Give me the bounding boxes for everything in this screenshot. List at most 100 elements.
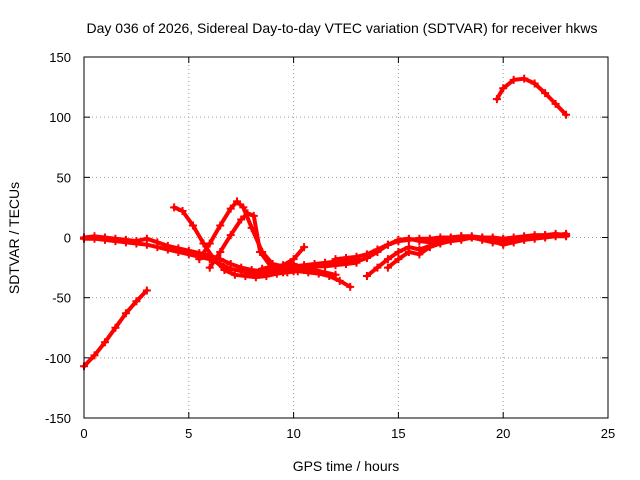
data-point [111, 234, 120, 243]
data-point [404, 247, 413, 256]
data-point [446, 237, 455, 246]
data-point [247, 269, 256, 278]
data-point [383, 255, 392, 264]
data-point [373, 263, 382, 272]
data-point [195, 255, 204, 264]
data-point [425, 243, 434, 252]
data-point [404, 234, 413, 243]
x-tick-label: 5 [185, 426, 192, 441]
y-tick-label: 150 [49, 50, 71, 65]
data-point [394, 235, 403, 244]
data-point [90, 232, 99, 241]
data-point [279, 261, 288, 270]
data-point [394, 255, 403, 264]
data-point [541, 89, 550, 98]
data-point [233, 197, 242, 206]
data-point [153, 238, 162, 247]
data-point [188, 221, 197, 230]
data-point [111, 323, 120, 332]
data-point [331, 270, 340, 279]
data-point [205, 239, 214, 248]
series-track-h [247, 243, 309, 278]
data-point [142, 286, 151, 295]
data-point [170, 203, 179, 212]
data-point [216, 221, 225, 230]
data-point [530, 79, 539, 88]
data-point [226, 204, 235, 213]
data-point [342, 259, 350, 268]
data-point [268, 262, 277, 271]
data-point [436, 239, 445, 248]
data-point [331, 255, 340, 264]
data-point [541, 232, 550, 241]
data-point [362, 272, 371, 281]
y-axis-label: SDTVAR / TECUs [6, 182, 22, 294]
data-point [415, 250, 424, 259]
series-track-b [492, 74, 571, 119]
x-tick-label: 25 [601, 426, 615, 441]
y-tick-label: 100 [49, 110, 71, 125]
data-point [237, 215, 246, 224]
data-point [520, 234, 529, 243]
data-point [530, 233, 539, 242]
x-tick-label: 15 [391, 426, 405, 441]
data-point [289, 267, 298, 276]
data-point [499, 235, 508, 244]
series-line [494, 76, 569, 117]
tick-layer: 0 5 10 15 20 25 -150 -100 -50 0 50 100 150 [45, 50, 615, 441]
y-tick-label: 50 [57, 170, 71, 185]
data-point [383, 263, 392, 272]
data-point [499, 84, 508, 93]
data-point [488, 234, 497, 243]
data-point [478, 233, 487, 242]
data-point [258, 264, 267, 273]
data-point [551, 99, 560, 108]
data-point [300, 265, 309, 274]
data-point [132, 237, 141, 246]
series-track-g [205, 209, 340, 279]
y-tick-label: 0 [64, 231, 71, 246]
x-tick-label: 10 [286, 426, 300, 441]
x-tick-label: 20 [496, 426, 510, 441]
data-point [237, 263, 246, 272]
data-point [394, 247, 403, 256]
data-point [321, 268, 330, 277]
y-tick-label: -50 [52, 291, 71, 306]
data-point [90, 351, 99, 360]
data-point [256, 247, 265, 256]
data-point [373, 247, 382, 256]
data-point [415, 237, 424, 246]
data-point [121, 235, 130, 244]
data-point [509, 75, 518, 84]
data-point [262, 272, 271, 281]
data-point [226, 259, 235, 268]
data-point [383, 240, 392, 249]
y-tick-label: -150 [45, 411, 71, 426]
data-point [205, 263, 214, 272]
data-point [243, 209, 252, 218]
data-point [310, 265, 319, 274]
series-track-a [80, 286, 151, 371]
data-point [249, 211, 258, 220]
data-point [562, 229, 571, 238]
data-point [142, 234, 151, 243]
data-point [178, 207, 187, 216]
data-point [346, 282, 355, 291]
series-track-l [383, 229, 571, 272]
data-point [230, 270, 239, 279]
data-point [121, 309, 130, 318]
chart-title: Day 036 of 2026, Sidereal Day-to-day VTE… [87, 20, 598, 36]
data-point [174, 244, 183, 253]
data-point [163, 241, 172, 250]
data-point [509, 237, 518, 246]
x-tick-label: 0 [80, 426, 87, 441]
data-point [216, 247, 225, 256]
data-point [362, 253, 371, 262]
data-point [300, 243, 309, 252]
data-point [220, 265, 229, 274]
plot-frame [83, 56, 609, 419]
data-point [457, 235, 466, 244]
data-point [520, 74, 529, 83]
data-point [352, 257, 361, 266]
